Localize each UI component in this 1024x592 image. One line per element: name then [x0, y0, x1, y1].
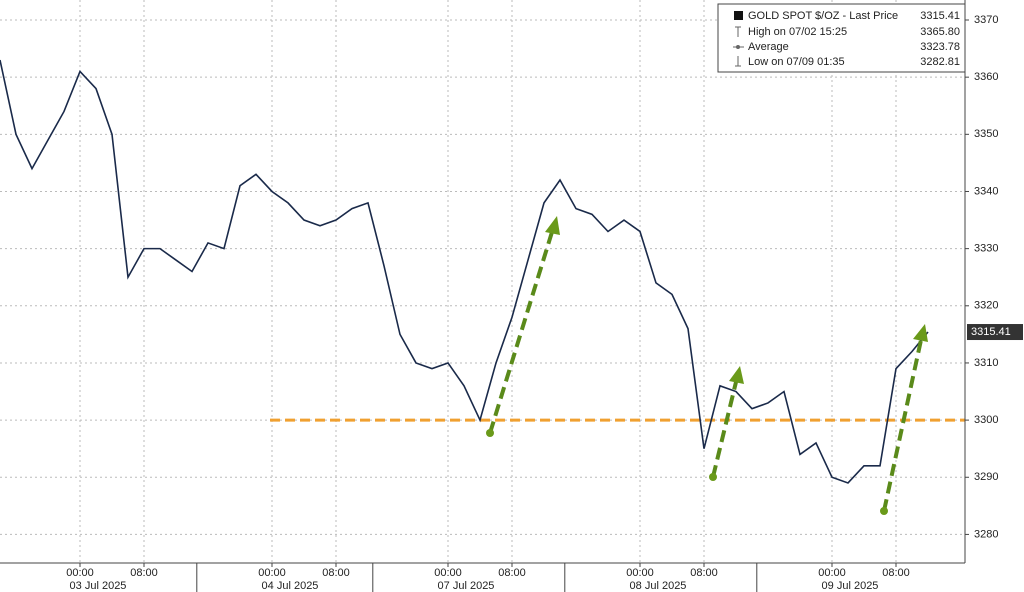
y-tick-label: 3340 — [974, 185, 998, 197]
y-tick-label: 3300 — [974, 414, 998, 426]
y-tick-label: 3360 — [974, 71, 998, 83]
y-tick-label: 3350 — [974, 128, 998, 140]
y-tick-label: 3290 — [974, 471, 998, 483]
legend-label: Low on 07/09 01:35 — [748, 56, 845, 68]
legend-icon — [736, 45, 740, 49]
legend-box — [717, 3, 966, 73]
arrow-start — [880, 507, 888, 515]
date-label: 07 Jul 2025 — [438, 580, 495, 592]
x-tick-label: 08:00 — [130, 567, 158, 579]
legend-value: 3323.78 — [920, 41, 960, 53]
arrow-head — [729, 366, 744, 384]
legend: GOLD SPOT $/OZ - Last Price 3315.41 High… — [717, 3, 966, 73]
plot — [0, 59, 965, 484]
arrow — [711, 381, 738, 478]
x-tick-label: 00:00 — [626, 567, 654, 579]
grid — [0, 0, 965, 563]
legend-value: 3315.41 — [920, 10, 960, 22]
date-label: 04 Jul 2025 — [262, 580, 319, 592]
legend-label: High on 07/02 15:25 — [748, 26, 847, 38]
y-tick-label: 3320 — [974, 300, 998, 312]
x-tick-label: 08:00 — [690, 567, 718, 579]
arrow-start — [709, 473, 717, 481]
x-tick-label: 00:00 — [258, 567, 286, 579]
x-tick-label: 00:00 — [818, 567, 846, 579]
arrow-head — [913, 324, 928, 342]
arrow-heads — [486, 216, 928, 515]
x-tick-label: 08:00 — [498, 567, 526, 579]
x-tick-label: 08:00 — [882, 567, 910, 579]
arrow-start — [486, 429, 494, 437]
date-label: 03 Jul 2025 — [70, 580, 127, 592]
x-tick-label: 00:00 — [66, 567, 94, 579]
x-tick-label: 00:00 — [434, 567, 462, 579]
legend-swatch — [734, 11, 743, 20]
date-label: 08 Jul 2025 — [630, 580, 687, 592]
y-tick-label: 3330 — [974, 243, 998, 255]
last-price-label: 3315.41 — [971, 326, 1011, 338]
y-tick-label: 3310 — [974, 357, 998, 369]
x-tick-label: 08:00 — [322, 567, 350, 579]
arrow-head — [545, 216, 560, 235]
price-line — [0, 59, 929, 484]
legend-value: 3365.80 — [920, 26, 960, 38]
arrow — [882, 339, 923, 512]
y-tick-label: 3280 — [974, 528, 998, 540]
y-tick-label: 3370 — [974, 14, 998, 26]
arrows — [488, 231, 923, 512]
legend-label: GOLD SPOT $/OZ - Last Price — [748, 10, 898, 22]
last-price-tag — [967, 324, 1023, 341]
date-label: 09 Jul 2025 — [822, 580, 879, 592]
legend-label: Average — [748, 41, 789, 53]
legend-value: 3282.81 — [920, 56, 960, 68]
